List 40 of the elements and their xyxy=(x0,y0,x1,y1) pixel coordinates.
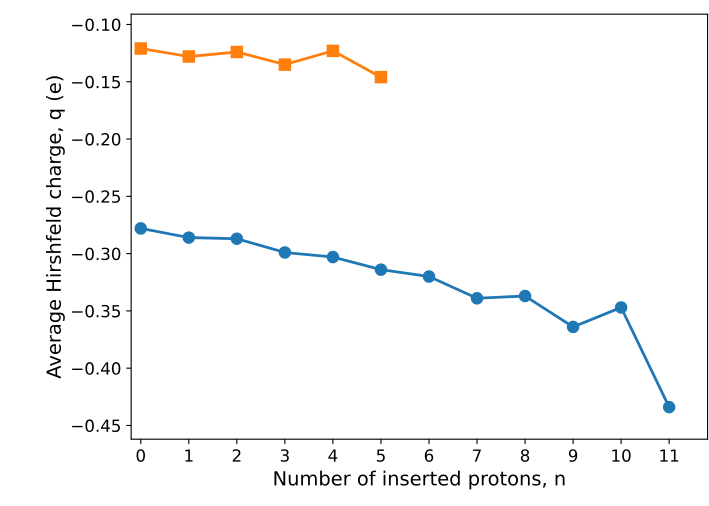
point xyxy=(326,250,340,264)
y-tick-label: −0.35 xyxy=(72,304,120,318)
x-tick-label: 7 xyxy=(473,449,481,462)
x-tick-label: 0 xyxy=(136,449,145,462)
x-tick-label: 10 xyxy=(612,449,631,462)
x-tick-label: 11 xyxy=(660,449,678,462)
x-tick-label: 9 xyxy=(568,449,578,462)
point xyxy=(374,70,388,84)
point xyxy=(182,231,196,244)
point xyxy=(230,46,244,58)
point xyxy=(566,320,580,334)
y-tick-label: −0.45 xyxy=(72,419,120,432)
x-tick-label: 1 xyxy=(185,449,193,462)
point xyxy=(182,50,196,63)
x-axis-title: Number of inserted protons, n xyxy=(274,470,565,490)
point xyxy=(518,290,532,302)
point xyxy=(326,44,340,58)
x-tick-label: 6 xyxy=(424,449,434,462)
point xyxy=(470,292,484,305)
x-tick-label: 3 xyxy=(280,449,289,462)
point xyxy=(374,263,388,276)
y-tick-label: −0.10 xyxy=(72,18,120,32)
y-tick-label: −0.30 xyxy=(72,248,120,260)
point xyxy=(278,58,292,71)
point xyxy=(230,232,244,245)
y-tick-label: −0.25 xyxy=(72,190,120,203)
point xyxy=(422,270,436,283)
point xyxy=(134,222,148,235)
x-tick-label: 8 xyxy=(520,449,530,462)
x-tick-label: 2 xyxy=(232,449,240,462)
y-axis-title: Average Hirshfeld charge, q (e) xyxy=(46,76,65,379)
y-tick-label: −0.15 xyxy=(72,76,120,88)
y-tick-label: −0.40 xyxy=(72,362,120,375)
point xyxy=(278,246,292,259)
y-tick-label: −0.20 xyxy=(72,133,120,146)
point xyxy=(134,42,148,55)
x-tick-label: 4 xyxy=(328,449,338,462)
point xyxy=(614,301,628,314)
point xyxy=(662,400,676,414)
x-tick-label: 5 xyxy=(376,449,385,462)
